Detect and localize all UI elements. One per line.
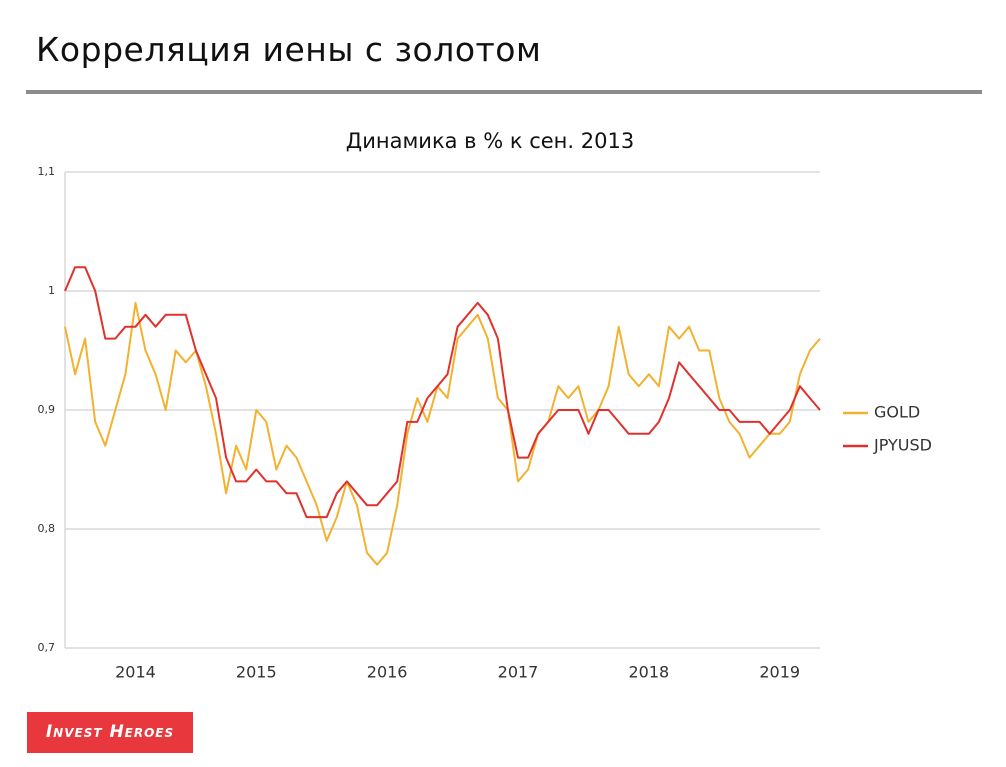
chart: Динамика в % к сен. 2013 0,7 0,8 0,9 1 1,1 20… [38, 129, 932, 682]
chart-title: Динамика в % к сен. 2013 [346, 129, 634, 153]
legend-label: GOLD [874, 403, 920, 422]
x-tick-label: 2015 [236, 663, 277, 682]
slide-title: Корреляция иены с золотом [36, 30, 542, 69]
y-tick-label: 0,8 [38, 522, 56, 535]
x-tick-label: 2019 [759, 663, 800, 682]
y-tick-label: 0,9 [38, 403, 56, 416]
y-tick-label: 0,7 [38, 641, 56, 654]
y-tick-label: 1 [48, 284, 55, 297]
logo: Invest Heroes [27, 712, 193, 753]
series-line [64, 266, 821, 519]
x-tick-label: 2017 [498, 663, 539, 682]
x-tick-label: 2014 [115, 663, 156, 682]
legend-label: JPYUSD [873, 436, 932, 455]
x-tick-label: 2018 [629, 663, 670, 682]
y-tick-label: 1,1 [38, 165, 56, 178]
x-tick-label: 2016 [367, 663, 408, 682]
series-line [64, 301, 821, 566]
divider [26, 90, 982, 94]
